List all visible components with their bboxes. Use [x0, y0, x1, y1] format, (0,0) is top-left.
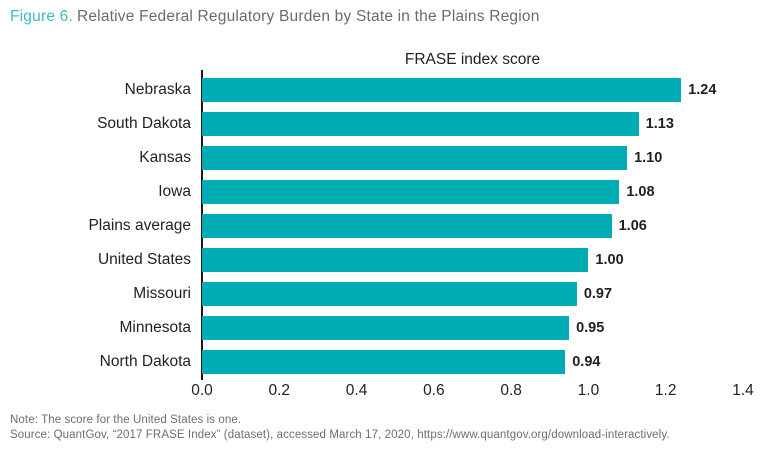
category-label: South Dakota — [97, 115, 191, 132]
chart-source: Source: QuantGov, “2017 FRASE Index” (da… — [10, 429, 670, 441]
bar-track: 0.95 — [202, 316, 743, 340]
value-label: 1.06 — [618, 218, 647, 234]
bar-track: 1.13 — [202, 112, 743, 136]
x-tick-label: 1.2 — [654, 382, 677, 399]
bar-row: Plains average 1.06 — [0, 214, 768, 238]
bar-row: Missouri 0.97 — [0, 282, 768, 306]
value-label: 1.00 — [595, 252, 624, 268]
x-tick-label: 0.2 — [268, 382, 291, 399]
x-tick-label: 0.8 — [500, 382, 522, 399]
category-label: Nebraska — [124, 81, 191, 98]
bar-row: Nebraska 1.24 — [0, 78, 768, 102]
bar — [202, 248, 589, 272]
bar-row: Iowa 1.08 — [0, 180, 768, 204]
category-label: Kansas — [139, 149, 191, 166]
value-label: 1.10 — [634, 150, 663, 166]
x-tick-label: 0.6 — [423, 382, 445, 399]
bar-track: 1.10 — [202, 146, 743, 170]
bar-track: 1.08 — [202, 180, 743, 204]
value-label: 1.08 — [626, 184, 655, 200]
figure-title-text: Relative Federal Regulatory Burden by St… — [76, 8, 540, 25]
bar — [202, 316, 570, 340]
bar-row: Kansas 1.10 — [0, 146, 768, 170]
figure-title: Figure 6. Relative Federal Regulatory Bur… — [10, 8, 540, 26]
bar-row: North Dakota 0.94 — [0, 350, 768, 374]
bar-track: 0.94 — [202, 350, 743, 374]
x-tick-label: 0.4 — [345, 382, 368, 399]
chart-title: FRASE index score — [404, 51, 541, 68]
x-tick-label: 1.4 — [732, 382, 754, 399]
value-label: 0.94 — [572, 354, 601, 370]
chart-note: Note: The score for the United States is… — [10, 414, 242, 426]
figure-number: Figure 6. — [10, 8, 73, 25]
x-tick-label: 1.0 — [577, 382, 600, 399]
bar — [202, 180, 620, 204]
category-label: United States — [97, 251, 191, 268]
value-label: 1.13 — [645, 116, 674, 132]
bar — [202, 214, 612, 238]
x-axis-ticks: 0.0 0.2 0.4 0.6 0.8 1.0 1.2 1.4 — [191, 382, 754, 402]
bar — [202, 112, 639, 136]
value-label: 1.24 — [688, 82, 717, 98]
category-label: North Dakota — [99, 353, 191, 370]
bar-rows: Nebraska 1.24 South Dakota 1.13 Kansas 1.10 Io… — [0, 78, 768, 384]
category-label: Missouri — [133, 285, 191, 302]
bar-track: 1.24 — [202, 78, 743, 102]
category-label: Iowa — [158, 183, 191, 200]
bar-row: United States 1.00 — [0, 248, 768, 272]
bar — [202, 282, 577, 306]
value-label: 0.95 — [576, 320, 605, 336]
bar-track: 0.97 — [202, 282, 743, 306]
bar-row: Minnesota 0.95 — [0, 316, 768, 340]
category-label: Plains average — [88, 217, 191, 234]
bar — [202, 146, 628, 170]
x-tick-label: 0.0 — [191, 382, 213, 399]
value-label: 0.97 — [583, 286, 613, 302]
bar — [202, 78, 682, 102]
bar-track: 1.00 — [202, 248, 743, 272]
bar-row: South Dakota 1.13 — [0, 112, 768, 136]
bar — [202, 350, 566, 374]
bar-track: 1.06 — [202, 214, 743, 238]
category-label: Minnesota — [119, 319, 191, 336]
